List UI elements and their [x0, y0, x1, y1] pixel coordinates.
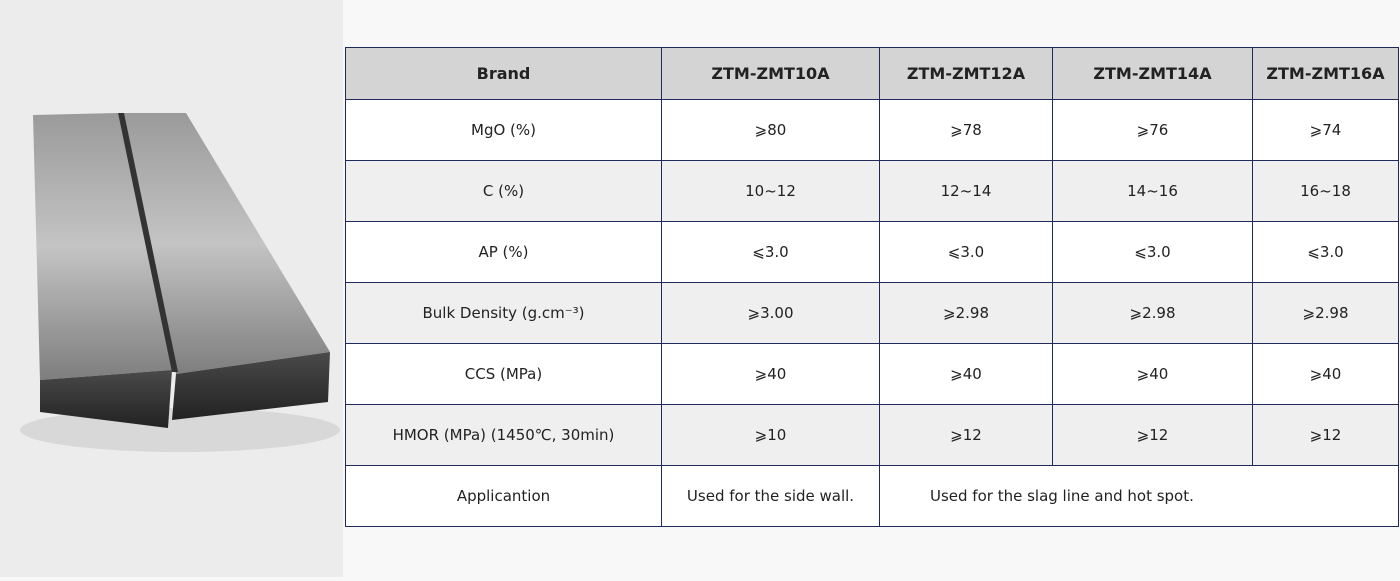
cell: 16~18	[1252, 160, 1399, 222]
product-panel	[0, 0, 343, 577]
header-cell: ZTM-ZMT16A	[1252, 47, 1399, 100]
cell: ⩾12	[1052, 404, 1253, 466]
table-row: Bulk Density (g.cm⁻³) ⩾3.00 ⩾2.98 ⩾2.98 ⩾2.9…	[345, 282, 1399, 344]
table-row: HMOR (MPa) (1450℃, 30min) ⩾10 ⩾12 ⩾12 ⩾12	[345, 404, 1399, 466]
cell: Used for the side wall.	[661, 465, 880, 527]
row-label: C (%)	[345, 160, 662, 222]
cell: ⩽3.0	[879, 221, 1053, 283]
cell: 12~14	[879, 160, 1053, 222]
cell: ⩾74	[1252, 99, 1399, 161]
header-cell: ZTM-ZMT12A	[879, 47, 1053, 100]
table-row: AP (%) ⩽3.0 ⩽3.0 ⩽3.0 ⩽3.0	[345, 221, 1399, 283]
spec-table: Brand ZTM-ZMT10A ZTM-ZMT12A ZTM-ZMT14A ZTM-Z…	[345, 47, 1399, 527]
cell: ⩾12	[879, 404, 1053, 466]
cell: ⩾10	[661, 404, 880, 466]
cell: ⩾76	[1052, 99, 1253, 161]
row-label: Bulk Density (g.cm⁻³)	[345, 282, 662, 344]
cell: ⩾40	[879, 343, 1053, 405]
cell: ⩾2.98	[1052, 282, 1253, 344]
cell: ⩽3.0	[661, 221, 880, 283]
header-row: Brand ZTM-ZMT10A ZTM-ZMT12A ZTM-ZMT14A ZTM-Z…	[345, 47, 1399, 100]
row-label: CCS (MPa)	[345, 343, 662, 405]
header-cell: ZTM-ZMT10A	[661, 47, 880, 100]
header-cell: ZTM-ZMT14A	[1052, 47, 1253, 100]
cell: ⩽3.0	[1052, 221, 1253, 283]
header-cell: Brand	[345, 47, 662, 100]
cell: ⩾40	[1252, 343, 1399, 405]
cell: ⩾2.98	[1252, 282, 1399, 344]
product-image	[20, 113, 340, 452]
table-row: C (%) 10~12 12~14 14~16 16~18	[345, 160, 1399, 222]
table-row: MgO (%) ⩾80 ⩾78 ⩾76 ⩾74	[345, 99, 1399, 161]
row-label: HMOR (MPa) (1450℃, 30min)	[345, 404, 662, 466]
cell: ⩾80	[661, 99, 880, 161]
row-label: MgO (%)	[345, 99, 662, 161]
row-label: Applicantion	[345, 465, 662, 527]
cell: 14~16	[1052, 160, 1253, 222]
cell: ⩾78	[879, 99, 1053, 161]
row-label: AP (%)	[345, 221, 662, 283]
application-row: Applicantion Used for the side wall. Used …	[345, 465, 1399, 527]
table-row: CCS (MPa) ⩾40 ⩾40 ⩾40 ⩾40	[345, 343, 1399, 405]
cell: ⩾40	[661, 343, 880, 405]
cell: Used for the slag line and hot spot.	[879, 465, 1399, 527]
cell: ⩾3.00	[661, 282, 880, 344]
cell: ⩾40	[1052, 343, 1253, 405]
cell: ⩽3.0	[1252, 221, 1399, 283]
cell: ⩾2.98	[879, 282, 1053, 344]
cell: ⩾12	[1252, 404, 1399, 466]
cell: 10~12	[661, 160, 880, 222]
